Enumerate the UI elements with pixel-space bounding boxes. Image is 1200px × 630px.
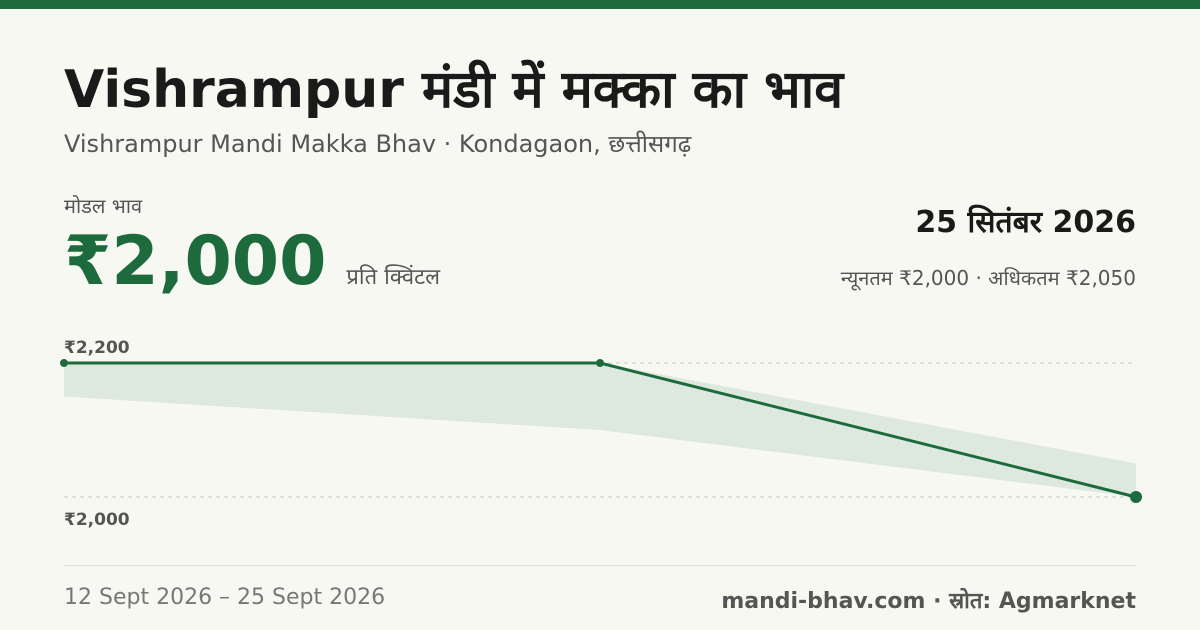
data-point-1 xyxy=(596,359,604,367)
footer-source: mandi-bhav.com · स्रोत: Agmarknet xyxy=(721,589,1136,614)
modal-price-label: मोडल भाव xyxy=(64,194,143,218)
price-range-band xyxy=(64,363,1136,497)
top-accent-bar xyxy=(0,0,1200,9)
footer-divider xyxy=(64,565,1136,566)
footer-date-range: 12 Sept 2026 – 25 Sept 2026 xyxy=(64,585,386,610)
y-tick-label-0: ₹2,200 xyxy=(64,338,130,358)
price-row: ₹2,000 प्रति क्विंटल xyxy=(64,222,440,301)
price-date: 25 सितंबर 2026 xyxy=(915,205,1136,240)
data-point-2 xyxy=(1130,491,1142,503)
price-range: न्यूनतम ₹2,000 · अधिकतम ₹2,050 xyxy=(840,266,1136,290)
price-unit: प्रति क्विंटल xyxy=(346,265,441,290)
y-tick-label-1: ₹2,000 xyxy=(64,510,130,530)
data-point-0 xyxy=(60,359,68,367)
price-trend-chart: ₹2,200 ₹2,000 xyxy=(60,338,1142,530)
page-subtitle: Vishrampur Mandi Makka Bhav · Kondagaon,… xyxy=(64,130,692,158)
page-title: Vishrampur मंडी में मक्का का भाव xyxy=(64,60,844,120)
modal-price-value: ₹2,000 xyxy=(64,222,327,301)
